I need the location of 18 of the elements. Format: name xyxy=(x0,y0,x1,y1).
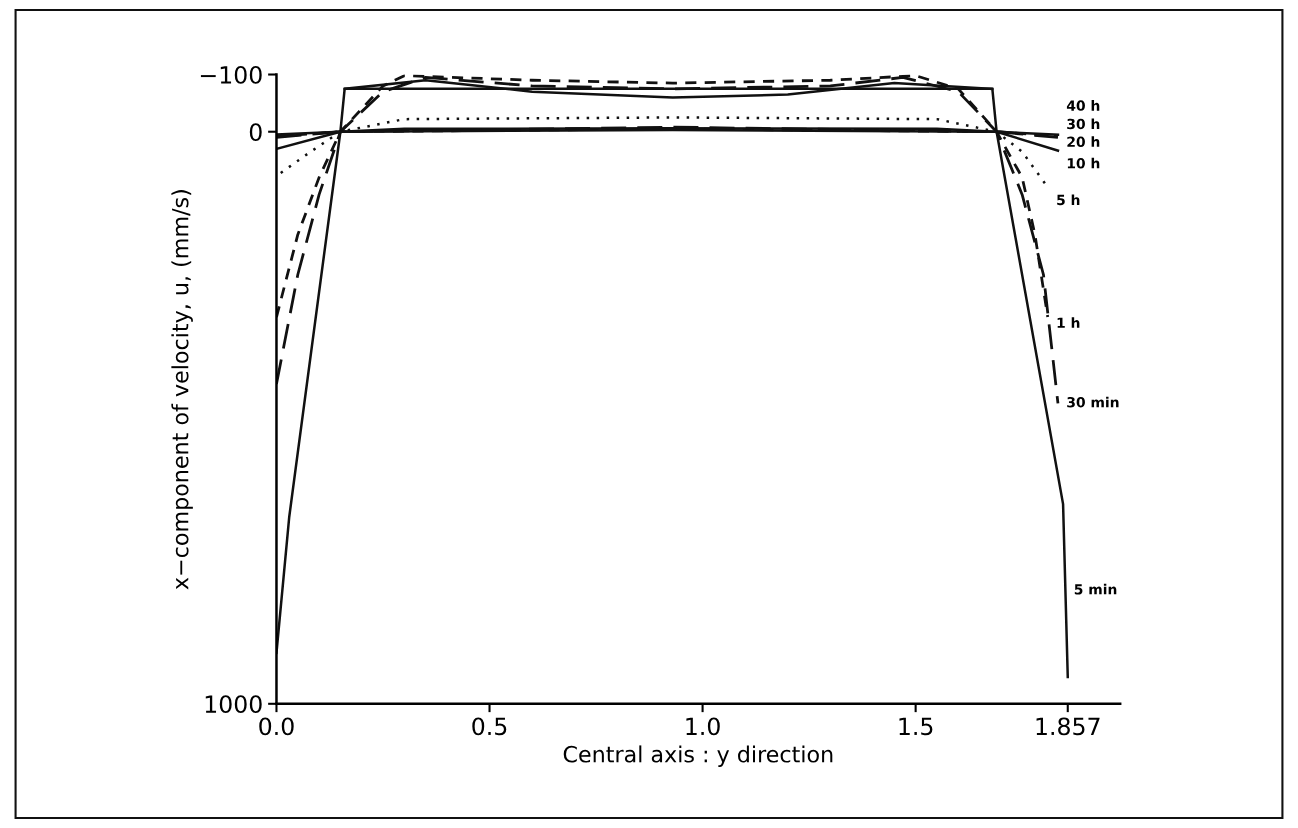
x-tick-label: 0.0 xyxy=(259,717,294,736)
series-label: 20 h xyxy=(1067,136,1100,148)
series-label: 1 h xyxy=(1057,317,1080,328)
y-tick-label: 1000 xyxy=(205,695,262,714)
x-tick-label: 0.5 xyxy=(472,717,507,736)
series-label: 5 h xyxy=(1057,194,1080,206)
x-tick-label: 1.0 xyxy=(686,717,720,736)
y-axis-title: x−component of velocity, u, (mm/s) xyxy=(171,190,193,590)
series-label: 30 h xyxy=(1067,118,1100,130)
y-tick-label: −100 xyxy=(200,65,262,84)
series-label: 40 h xyxy=(1066,100,1100,111)
series-label: 30 min xyxy=(1067,396,1119,408)
y-tick-label: 0 xyxy=(249,123,262,142)
x-axis-title: Central axis : y direction xyxy=(563,745,833,767)
series-label: 10 h xyxy=(1067,157,1100,169)
series-label: 5 min xyxy=(1074,583,1117,595)
x-tick-label: 1.857 xyxy=(1036,717,1100,736)
x-tick-label: 1.5 xyxy=(899,717,933,736)
